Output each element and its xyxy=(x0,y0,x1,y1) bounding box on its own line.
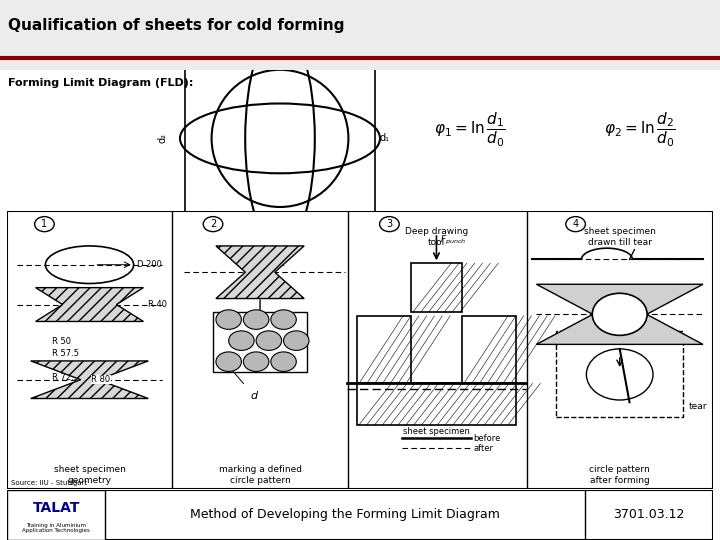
Circle shape xyxy=(216,310,241,329)
Text: 2: 2 xyxy=(210,219,216,229)
Text: Method of Developing the Forming Limit Diagram: Method of Developing the Forming Limit D… xyxy=(190,508,500,522)
Bar xyxy=(556,331,683,417)
Text: R 50: R 50 xyxy=(53,337,71,346)
Text: R 57.5: R 57.5 xyxy=(53,349,79,358)
Circle shape xyxy=(229,331,254,350)
Text: Training in Aluminium
Application Technologies: Training in Aluminium Application Techno… xyxy=(22,523,90,534)
Text: $F_{punch}$: $F_{punch}$ xyxy=(441,234,467,247)
Bar xyxy=(462,316,516,383)
Text: 3: 3 xyxy=(387,219,392,229)
Circle shape xyxy=(593,293,647,335)
Circle shape xyxy=(216,352,241,372)
Text: d₁: d₁ xyxy=(380,133,390,144)
Text: sheet specimen
geometry: sheet specimen geometry xyxy=(53,465,125,485)
Polygon shape xyxy=(216,246,304,299)
Circle shape xyxy=(243,352,269,372)
Text: 1: 1 xyxy=(41,219,48,229)
Text: 3701.03.12: 3701.03.12 xyxy=(613,508,685,522)
Text: sheet specimen: sheet specimen xyxy=(403,427,470,436)
Text: $\varphi_1 = \ln\dfrac{d_1}{d_0}$: $\varphi_1 = \ln\dfrac{d_1}{d_0}$ xyxy=(434,111,505,150)
Text: d₂: d₂ xyxy=(158,133,168,144)
Text: circle pattern
after forming: circle pattern after forming xyxy=(590,465,650,485)
Text: TALAT: TALAT xyxy=(32,501,80,515)
Text: D 200: D 200 xyxy=(137,260,161,269)
Text: Source: IIU - Stuttgart: Source: IIU - Stuttgart xyxy=(11,480,87,485)
Text: 4: 4 xyxy=(572,219,579,229)
Text: Deep drawing
tool: Deep drawing tool xyxy=(405,227,468,247)
Circle shape xyxy=(271,310,297,329)
Circle shape xyxy=(271,352,297,372)
Text: R 65: R 65 xyxy=(53,361,71,370)
Text: d: d xyxy=(251,391,257,401)
Text: tear: tear xyxy=(688,402,707,410)
Bar xyxy=(357,383,516,425)
Polygon shape xyxy=(31,361,148,399)
Bar xyxy=(213,312,307,372)
Text: Qualification of sheets for cold forming: Qualification of sheets for cold forming xyxy=(8,18,344,33)
Text: before: before xyxy=(474,434,501,443)
Bar xyxy=(185,43,375,234)
Circle shape xyxy=(243,310,269,329)
Bar xyxy=(411,263,462,312)
Text: sheet specimen
drawn till tear: sheet specimen drawn till tear xyxy=(584,227,656,247)
Text: Forming Limit Diagram (FLD):: Forming Limit Diagram (FLD): xyxy=(8,78,194,88)
Polygon shape xyxy=(536,284,703,345)
Text: $\varphi_2 = \ln\dfrac{d_2}{d_0}$: $\varphi_2 = \ln\dfrac{d_2}{d_0}$ xyxy=(604,111,675,150)
Circle shape xyxy=(256,331,282,350)
Text: R 80: R 80 xyxy=(91,375,111,384)
Text: R 40: R 40 xyxy=(148,300,167,309)
Polygon shape xyxy=(35,288,143,321)
Text: d₁: d₁ xyxy=(275,258,285,268)
Text: marking a defined
circle pattern: marking a defined circle pattern xyxy=(219,465,302,485)
Text: R 72.5: R 72.5 xyxy=(53,373,79,382)
Circle shape xyxy=(284,331,309,350)
Bar xyxy=(357,316,411,383)
Bar xyxy=(7,490,105,540)
Text: after: after xyxy=(474,444,494,453)
